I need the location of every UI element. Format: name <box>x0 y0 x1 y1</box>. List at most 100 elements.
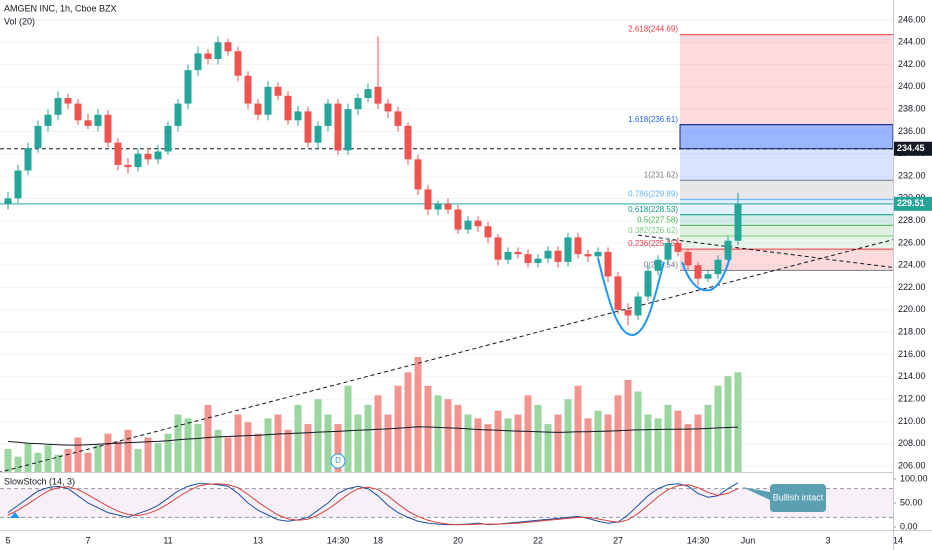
cup-drawing <box>597 257 731 337</box>
volume-bar <box>274 414 282 472</box>
volume-bar <box>714 385 722 472</box>
volume-bar <box>114 441 122 472</box>
candle-body <box>64 98 72 104</box>
candle-body <box>114 142 122 165</box>
candle-body <box>494 237 502 260</box>
volume-bar <box>284 429 292 472</box>
event-label: D <box>335 456 341 465</box>
candle-body <box>644 270 652 297</box>
volume-bar <box>54 454 62 472</box>
y-tick-label: 212.00 <box>898 393 926 403</box>
fib-label: 0.5(227.58) <box>637 215 678 224</box>
volume-bar <box>44 445 52 472</box>
candle-body <box>264 86 272 115</box>
candle-body <box>24 148 32 171</box>
candle-body <box>74 103 82 121</box>
volume-bar <box>194 424 202 472</box>
volume-bar <box>454 404 462 472</box>
x-tick-label: 7 <box>85 535 90 545</box>
annotation-callout[interactable]: Bullish intact <box>742 484 826 512</box>
volume-bar <box>724 376 732 472</box>
y-tick-label: 240.00 <box>898 81 926 91</box>
candle-body <box>434 203 442 210</box>
y-tick-label: 246.00 <box>898 14 926 24</box>
x-tick-label: 27 <box>613 535 623 545</box>
volume-bar <box>634 391 642 472</box>
candle-body <box>454 209 462 230</box>
y-tick-label: 242.00 <box>898 59 926 69</box>
y-tick-label: 210.00 <box>898 416 926 426</box>
fib-label: 0.786(229.89) <box>628 190 678 199</box>
candle-body <box>124 164 132 168</box>
x-tick-label: 5 <box>5 535 10 545</box>
volume-bar <box>304 424 312 472</box>
candle-body <box>684 251 692 266</box>
candle-body <box>604 251 612 277</box>
volume-ma <box>7 426 739 446</box>
candle-body <box>174 103 182 126</box>
candle-body <box>574 237 582 255</box>
fib-box <box>679 124 894 150</box>
volume-bar <box>734 372 742 472</box>
candle-body <box>404 125 412 160</box>
candle-body <box>104 114 112 143</box>
candle-body <box>94 114 102 126</box>
volume-bar <box>384 414 392 472</box>
candle-body <box>54 98 62 115</box>
volume-bar <box>444 399 452 472</box>
volume-bar <box>144 437 152 472</box>
x-tick-label: 11 <box>163 535 172 545</box>
stoch-tick-label: 0.00 <box>900 521 918 531</box>
volume-bar <box>244 422 252 472</box>
volume-bar <box>544 424 552 472</box>
volume-bar <box>214 429 222 472</box>
volume-bar <box>424 385 432 472</box>
candle-body <box>284 95 292 121</box>
x-tick-label: 13 <box>253 535 263 545</box>
volume-bar <box>154 443 162 472</box>
fib-label: 2.618(244.69) <box>628 25 678 34</box>
y-tick-label: 236.00 <box>898 126 926 136</box>
candle-body <box>34 125 42 149</box>
candle-body <box>384 103 392 112</box>
candle-body <box>4 198 12 204</box>
fib-zone <box>680 124 893 181</box>
candle-body <box>134 153 142 168</box>
volume-bar <box>84 452 92 472</box>
candle-body <box>614 276 622 310</box>
candle-body <box>724 240 732 260</box>
price-label: 234.45 <box>897 143 925 153</box>
volume-bar <box>694 414 702 472</box>
candle-body <box>204 53 212 59</box>
volume-bar <box>704 404 712 472</box>
candle-body <box>694 265 702 279</box>
volume-bar <box>564 399 572 472</box>
candle-body <box>84 120 92 126</box>
candle-body <box>634 296 642 316</box>
fib-zone <box>680 236 893 250</box>
candle-body <box>424 189 432 210</box>
volume-bar <box>554 414 562 472</box>
volume-bar <box>364 404 372 472</box>
stoch-label: SlowStoch (14, 3) <box>4 476 75 486</box>
volume-bar <box>224 437 232 472</box>
volume-bar <box>494 410 502 472</box>
price-label: 229.51 <box>897 198 925 208</box>
logo-icon <box>10 512 20 518</box>
fib-zone <box>680 225 893 237</box>
callout-shape <box>742 484 826 512</box>
volume-bar <box>344 385 352 472</box>
candle-body <box>304 111 312 143</box>
candle-body <box>314 125 322 143</box>
candle-body <box>344 109 352 151</box>
fib-label: 0.236(225.45) <box>628 239 678 248</box>
candle-body <box>324 103 332 126</box>
price-label-box <box>894 141 932 156</box>
fib-zone <box>680 199 893 215</box>
volume-bar <box>624 380 632 472</box>
volume-bar <box>24 443 32 472</box>
y-tick-label: 238.00 <box>898 104 926 114</box>
candle-body <box>624 309 632 316</box>
volume-bar <box>34 452 42 472</box>
volume-bar <box>314 399 322 472</box>
